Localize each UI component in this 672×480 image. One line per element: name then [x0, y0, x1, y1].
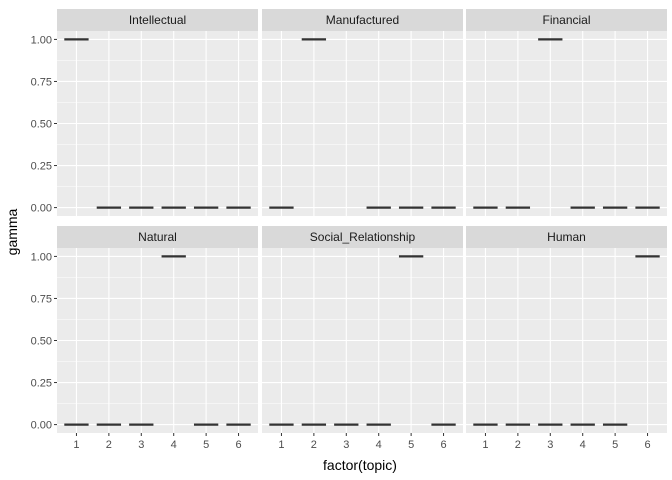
x-tick-label: 4 [376, 439, 382, 451]
y-tick-label: 0.50 [31, 336, 52, 348]
facet-strip [262, 9, 463, 31]
facet-strip-label: Intellectual [129, 13, 186, 27]
y-tick-label: 0.75 [31, 293, 52, 305]
x-tick-label: 2 [106, 439, 112, 451]
facet-panel: Intellectual [57, 9, 258, 216]
axes: 0.00 0.25 0.50 0.75 1.00 1 2 3 4 5 6 0.00 0.25 0.50 0.… [31, 34, 651, 451]
facet-strip-label: Financial [542, 13, 590, 27]
x-tick-label: 6 [235, 439, 241, 451]
x-tick-label: 3 [138, 439, 144, 451]
x-tick-label: 4 [580, 439, 586, 451]
x-tick-label: 1 [73, 439, 79, 451]
facet-strip [57, 226, 258, 248]
x-tick-label: 1 [278, 439, 284, 451]
y-axis-title: gamma [4, 208, 20, 255]
facet-strip-label: Manufactured [326, 13, 399, 27]
x-tick-label: 6 [644, 439, 650, 451]
facet-strip-label: Human [547, 230, 586, 244]
y-tick-label: 0.50 [31, 119, 52, 131]
facet-strip [262, 226, 463, 248]
facet-strip [466, 226, 667, 248]
y-tick-label: 0.75 [31, 76, 52, 88]
x-tick-label: 3 [547, 439, 553, 451]
facet-panel: Human [466, 226, 667, 433]
facet-panel: Natural [57, 226, 258, 433]
facet-panel: Financial [466, 9, 667, 216]
x-tick-label: 5 [203, 439, 209, 451]
x-tick-label: 3 [343, 439, 349, 451]
y-tick-label: 1.00 [31, 34, 52, 46]
x-tick-label: 5 [408, 439, 414, 451]
y-tick-label: 0.25 [31, 161, 52, 173]
facet-strip [466, 9, 667, 31]
y-tick-label: 0.00 [31, 420, 52, 432]
facet-strip [57, 9, 258, 31]
x-axis-title: factor(topic) [323, 457, 397, 473]
x-tick-label: 4 [171, 439, 177, 451]
facet-strip-label: Natural [138, 230, 177, 244]
x-tick-label: 2 [311, 439, 317, 451]
x-tick-label: 2 [515, 439, 521, 451]
facet-grid: Intellectual Manufactured Financial Natural… [57, 9, 667, 433]
y-tick-label: 0.00 [31, 203, 52, 215]
x-tick-label: 6 [440, 439, 446, 451]
facet-strip-label: Social_Relationship [310, 230, 416, 244]
facet-panel: Manufactured [262, 9, 463, 216]
facet-panel: Social_Relationship [262, 226, 463, 433]
x-tick-label: 1 [482, 439, 488, 451]
y-tick-label: 1.00 [31, 251, 52, 263]
x-tick-label: 5 [612, 439, 618, 451]
y-tick-label: 0.25 [31, 378, 52, 390]
